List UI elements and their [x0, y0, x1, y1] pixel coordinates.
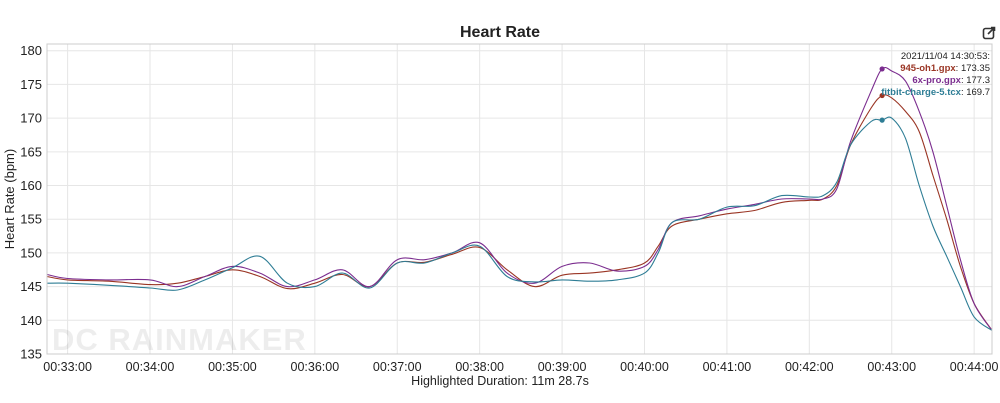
x-tick-label: 00:37:00	[373, 360, 422, 374]
tooltip-row: 945-oh1.gpx: 173.35	[900, 63, 990, 74]
x-tick-label: 00:42:00	[785, 360, 834, 374]
y-axis-label: Heart Rate (bpm)	[2, 149, 17, 249]
tooltip-series-value: 173.35	[960, 63, 990, 74]
tooltip-row: fitbit-charge-5.tcx: 169.7	[881, 87, 990, 98]
y-tick-label: 135	[20, 347, 42, 362]
plot-border	[46, 43, 993, 355]
watermark-text: DC RAINMAKER	[52, 322, 307, 357]
tooltip-series-name: 6x-pro.gpx	[912, 75, 961, 86]
x-tick-label: 00:36:00	[291, 360, 340, 374]
watermark: DC RAINMAKER	[52, 322, 307, 357]
export-icon[interactable]	[982, 26, 996, 40]
series-marker	[879, 92, 885, 99]
x-tick-label: 00:33:00	[43, 360, 92, 374]
y-tick-label: 140	[20, 313, 42, 328]
tooltip-series-value: 177.3	[966, 75, 990, 86]
x-tick-label: 00:39:00	[538, 360, 587, 374]
series-lines	[46, 66, 993, 331]
y-tick-label: 165	[20, 144, 42, 159]
tooltip-series-name: 945-oh1.gpx	[900, 63, 956, 74]
x-tick-label: 00:40:00	[620, 360, 669, 374]
x-tick-label: 00:43:00	[867, 360, 916, 374]
y-tick-label: 145	[20, 279, 42, 294]
tooltip-row: 6x-pro.gpx: 177.3	[912, 75, 990, 86]
x-tick-label: 00:44:00	[950, 360, 999, 374]
hover-markers	[879, 66, 885, 123]
chart-title: Heart Rate	[459, 24, 541, 41]
y-tick-label: 180	[20, 43, 42, 58]
y-tick-label: 175	[20, 77, 42, 92]
series-marker	[879, 117, 885, 123]
highlighted-duration: Highlighted Duration: 11m 28.7s	[411, 374, 589, 388]
x-tick-label: 00:34:00	[126, 360, 175, 374]
tooltip-series-value: 169.7	[966, 87, 990, 98]
x-tick-label: 00:41:00	[703, 360, 752, 374]
series-line	[46, 116, 993, 331]
series-line	[46, 66, 993, 331]
y-tick-label: 155	[20, 212, 42, 227]
grid-lines	[47, 44, 992, 355]
series-line	[46, 94, 993, 331]
y-tick-label: 150	[20, 245, 42, 260]
tooltip: 2021/11/04 14:30:53: 945-oh1.gpx: 173.35…	[881, 51, 990, 99]
axes: 135 140 145 150 155 160 165 170 175 180 00:33:00 00…	[2, 43, 999, 374]
tooltip-timestamp: 2021/11/04 14:30:53:	[900, 51, 990, 62]
x-tick-label: 00:38:00	[455, 360, 504, 374]
y-tick-label: 160	[20, 178, 42, 193]
series-marker	[879, 66, 885, 72]
tooltip-series-name: fitbit-charge-5.tcx	[881, 87, 961, 98]
x-tick-label: 00:35:00	[208, 360, 257, 374]
y-tick-label: 170	[20, 111, 42, 126]
